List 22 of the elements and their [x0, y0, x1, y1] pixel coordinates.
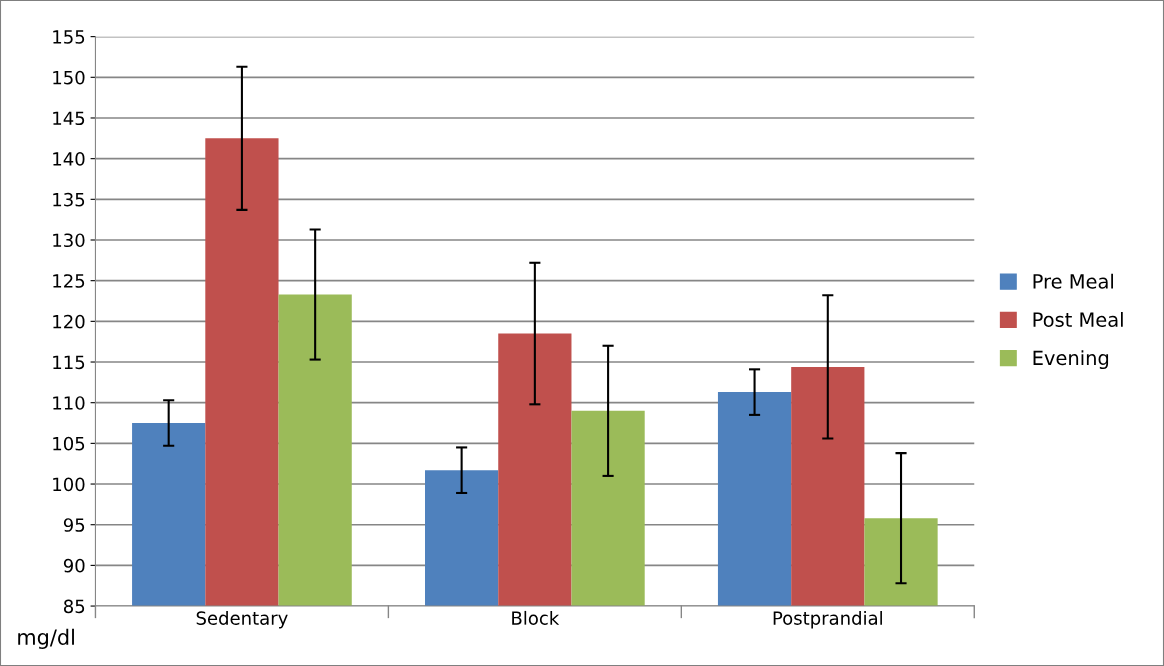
legend-label: Evening [1033, 350, 1109, 370]
y-axis-title: mg/dl [18, 628, 74, 649]
y-tick-label: 115 [53, 355, 85, 370]
y-tick-label: 135 [53, 192, 85, 207]
y-tick-label: 105 [53, 436, 85, 451]
y-tick-label: 150 [53, 70, 85, 85]
y-tick-label: 120 [53, 314, 85, 329]
y-tick-label: 95 [63, 518, 85, 532]
y-tick-label: 110 [53, 396, 85, 410]
x-tick-label: Postprandial [773, 610, 882, 629]
y-tick-label: 125 [53, 274, 85, 288]
y-tick-label: 145 [53, 111, 85, 126]
y-tick-label: 155 [53, 30, 85, 44]
y-tick-label: 100 [53, 477, 85, 492]
y-tick-label: 130 [53, 233, 85, 248]
y-tick-label: 85 [63, 599, 85, 614]
x-tick-label: Sedentary [196, 610, 288, 629]
legend-label: Pre Meal [1033, 273, 1113, 289]
legend-label: Post Meal [1033, 311, 1123, 327]
y-tick-label: 140 [53, 152, 85, 166]
y-tick-label: 90 [63, 558, 85, 573]
x-tick-label: Block [512, 610, 560, 625]
